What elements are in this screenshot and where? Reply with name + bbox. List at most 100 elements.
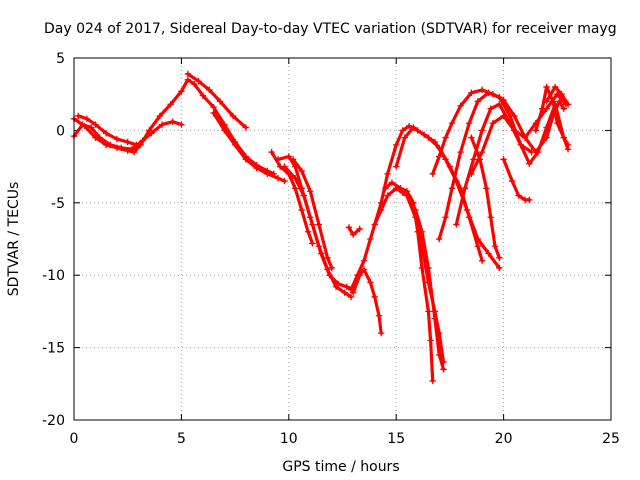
series-track-5 — [210, 109, 288, 185]
x-tick-label: 5 — [177, 431, 186, 447]
data-point — [128, 146, 136, 153]
data-point — [468, 89, 475, 96]
data-point — [274, 156, 282, 163]
data-point — [412, 214, 419, 221]
data-point — [401, 134, 408, 141]
data-point — [195, 77, 202, 85]
y-tick-label: -15 — [42, 341, 65, 357]
data-point — [103, 130, 110, 137]
data-point — [564, 101, 572, 108]
chart-title: Day 024 of 2017, Sidereal Day-to-day VTE… — [44, 21, 617, 37]
data-point — [210, 109, 217, 117]
data-point — [304, 228, 312, 235]
data-point — [281, 163, 288, 170]
data-point — [371, 221, 378, 228]
data-point — [476, 156, 484, 163]
series-line — [291, 157, 334, 270]
data-point — [511, 127, 518, 134]
data-point — [487, 214, 494, 221]
data-point — [539, 105, 546, 112]
data-point — [515, 192, 522, 199]
data-point — [292, 174, 299, 182]
data-point — [184, 76, 192, 83]
x-tick-label: 20 — [495, 431, 513, 447]
data-point — [96, 134, 103, 141]
data-point — [191, 80, 198, 88]
data-point — [289, 156, 297, 163]
data-point — [377, 329, 385, 337]
data-point — [508, 177, 516, 185]
series-track-3 — [75, 112, 140, 149]
series-line — [545, 85, 570, 106]
data-point — [309, 221, 316, 228]
data-point — [534, 148, 542, 156]
data-point — [341, 289, 348, 296]
data-point — [83, 115, 91, 123]
y-axis-label: SDTVAR / TECUs — [6, 182, 22, 297]
data-point — [478, 257, 486, 264]
series-track-24 — [543, 83, 572, 108]
data-point — [148, 130, 155, 137]
ticks: 0 5 10 15 20 25 5 0 -5 -10 -15 -20 — [42, 51, 620, 447]
data-point — [517, 141, 524, 149]
data-point — [242, 156, 250, 163]
data-point — [221, 127, 228, 134]
data-point — [360, 257, 368, 264]
data-point — [178, 121, 185, 128]
data-point — [442, 214, 449, 221]
data-point — [558, 91, 565, 98]
data-point — [167, 101, 174, 108]
data-point — [292, 185, 299, 192]
data-point — [461, 185, 469, 192]
data-point — [489, 119, 497, 127]
data-point — [300, 192, 308, 199]
data-point — [307, 188, 314, 195]
data-point — [425, 279, 432, 286]
data-point — [468, 134, 475, 141]
x-tick-label: 25 — [602, 431, 620, 447]
data-point — [418, 264, 426, 272]
data-point — [500, 156, 507, 163]
data-point — [384, 170, 391, 178]
data-point — [118, 144, 125, 151]
data-point — [139, 137, 146, 144]
data-point — [268, 148, 275, 156]
data-point — [410, 124, 417, 131]
data-point — [463, 206, 471, 214]
series-track-8 — [281, 163, 357, 293]
data-point — [457, 148, 464, 156]
data-point — [354, 272, 361, 279]
data-point — [206, 86, 213, 94]
data-point — [560, 105, 567, 112]
data-point — [427, 337, 434, 344]
data-point — [431, 308, 439, 315]
data-point — [468, 170, 475, 178]
data-point — [107, 141, 114, 149]
y-tick-label: 5 — [56, 51, 65, 67]
data-point — [124, 138, 131, 146]
data-point — [431, 138, 439, 146]
data-point — [169, 118, 177, 125]
x-tick-label: 15 — [387, 431, 405, 447]
data-point — [75, 112, 82, 120]
data-point — [435, 153, 443, 160]
data-point — [474, 98, 482, 105]
series-track-10 — [345, 224, 363, 238]
data-point — [478, 148, 486, 156]
data-point — [393, 141, 400, 149]
data-point — [466, 119, 473, 127]
data-point — [388, 179, 396, 186]
series-track-2 — [70, 118, 185, 153]
data-point — [485, 250, 492, 257]
data-point — [405, 122, 413, 130]
data-point — [298, 206, 305, 214]
data-point — [229, 112, 237, 120]
data-point — [231, 141, 239, 149]
data-point — [500, 112, 507, 120]
data-point — [560, 134, 567, 141]
data-point — [285, 153, 292, 160]
data-point — [549, 98, 557, 105]
data-point — [335, 280, 342, 288]
